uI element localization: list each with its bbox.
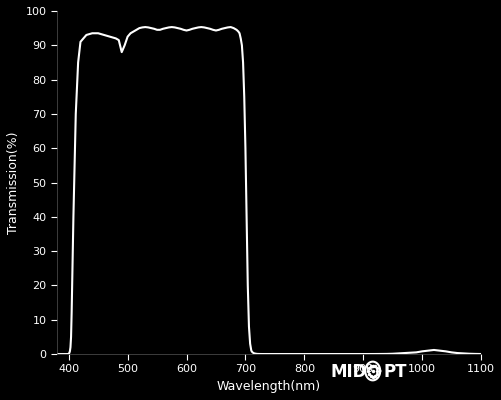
- Y-axis label: Transmission(%): Transmission(%): [7, 131, 20, 234]
- Text: PT: PT: [382, 363, 406, 381]
- X-axis label: Wavelength(nm): Wavelength(nm): [216, 380, 321, 393]
- Text: MID: MID: [330, 363, 366, 381]
